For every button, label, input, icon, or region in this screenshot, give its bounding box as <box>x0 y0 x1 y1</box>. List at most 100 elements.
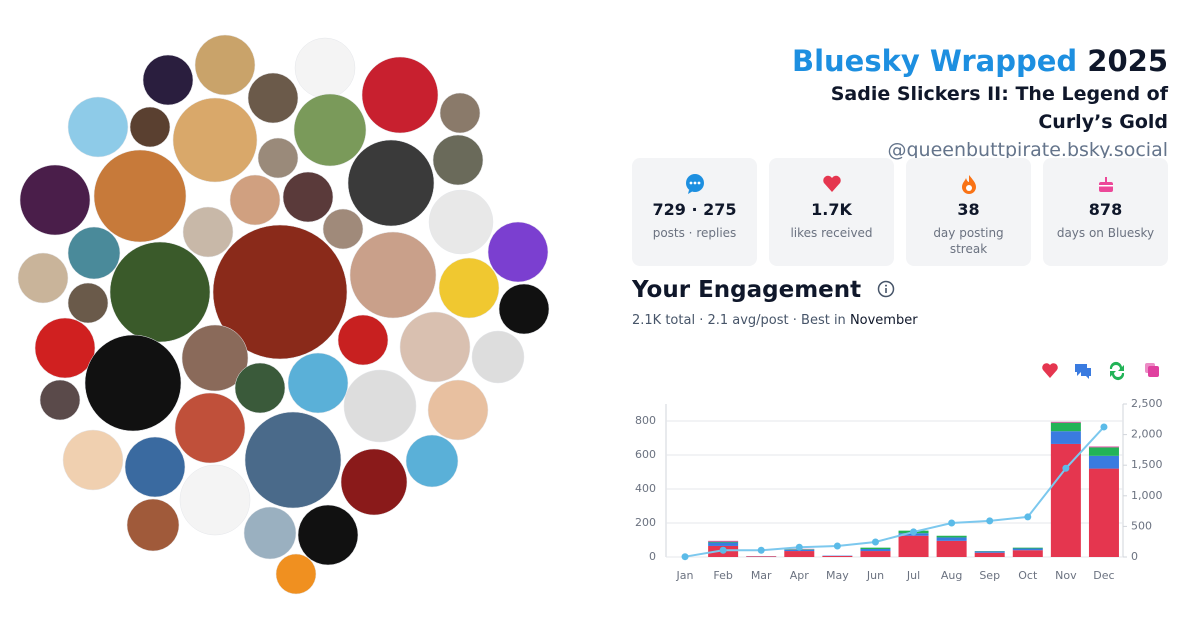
avatar[interactable] <box>67 226 121 280</box>
line-point <box>833 542 841 550</box>
profile: Sadie Slickers II: The Legend of Curly’s… <box>768 80 1168 164</box>
y-tick-label: 400 <box>635 482 656 495</box>
bar-segment <box>1088 468 1119 557</box>
bar-segment <box>1088 446 1119 448</box>
bar-segment <box>936 535 967 538</box>
line-point <box>757 546 765 554</box>
bar-segment <box>708 541 739 543</box>
avatar[interactable] <box>427 379 489 441</box>
y-tick-label: 800 <box>635 414 656 427</box>
avatar[interactable] <box>432 134 484 186</box>
avatar[interactable] <box>340 448 408 516</box>
x-tick-label: Jun <box>866 569 884 582</box>
avatar[interactable] <box>62 429 124 491</box>
avatar[interactable] <box>39 379 81 421</box>
y2-tick-label: 0 <box>1131 550 1138 563</box>
avatar[interactable] <box>322 208 364 250</box>
bar-segment <box>1050 421 1081 423</box>
avatar[interactable] <box>67 282 109 324</box>
avatar[interactable] <box>129 106 171 148</box>
avatar[interactable] <box>67 96 129 158</box>
info-icon[interactable] <box>877 280 895 298</box>
avatar[interactable] <box>142 54 194 106</box>
legend-icon[interactable] <box>1042 363 1058 378</box>
bar-segment <box>974 552 1005 557</box>
avatar[interactable] <box>19 164 91 236</box>
bar-segment <box>1050 422 1081 432</box>
avatar[interactable] <box>244 411 342 509</box>
avatar[interactable] <box>487 221 549 283</box>
avatar[interactable] <box>109 241 211 343</box>
avatar[interactable] <box>179 464 251 536</box>
avatar[interactable] <box>194 34 256 96</box>
avatar[interactable] <box>229 174 281 226</box>
avatar[interactable] <box>182 206 234 258</box>
avatar[interactable] <box>471 330 525 384</box>
bar-segment <box>936 537 967 541</box>
legend-icon[interactable] <box>1148 366 1159 377</box>
engagement-summary: 2.1K total · 2.1 avg/post · Best in Nove… <box>632 313 918 328</box>
bar-segment <box>1050 443 1081 557</box>
avatar[interactable] <box>399 311 471 383</box>
avatar[interactable] <box>84 334 182 432</box>
avatar[interactable] <box>297 504 359 566</box>
avatar[interactable] <box>293 93 367 167</box>
bar-segment <box>898 535 929 557</box>
avatar[interactable] <box>181 324 249 392</box>
avatar[interactable] <box>174 392 246 464</box>
avatar[interactable] <box>212 224 348 360</box>
y2-tick-label: 2,500 <box>1131 397 1163 410</box>
stat-label: days on Bluesky <box>1056 226 1155 240</box>
avatar[interactable] <box>126 498 180 552</box>
avatar[interactable] <box>498 283 550 335</box>
icon <box>961 175 976 194</box>
avatar[interactable] <box>247 72 299 124</box>
avatar[interactable] <box>287 352 349 414</box>
x-tick-label: Oct <box>1018 569 1038 582</box>
avatar[interactable] <box>172 97 258 183</box>
legend-icon[interactable] <box>1109 361 1125 381</box>
avatar[interactable] <box>294 37 356 99</box>
best-month: November <box>849 313 918 328</box>
section-title: Your Engagement <box>632 277 895 303</box>
legend-icon[interactable] <box>1075 364 1091 379</box>
y-tick-label: 0 <box>649 550 656 563</box>
avatar[interactable] <box>17 252 69 304</box>
stat-label: day posting streak <box>933 226 1004 256</box>
avatar[interactable] <box>275 553 317 595</box>
avatar[interactable] <box>257 137 299 179</box>
avatar[interactable] <box>124 436 186 498</box>
icon <box>822 175 841 192</box>
avatar[interactable] <box>405 434 459 488</box>
avatar[interactable] <box>93 149 187 243</box>
stat-value: 38 <box>957 200 980 219</box>
avatar[interactable] <box>337 314 389 366</box>
bar-segment <box>1088 455 1119 469</box>
avatar[interactable] <box>282 171 334 223</box>
avatar[interactable] <box>439 92 481 134</box>
stat-label: likes received <box>790 226 873 240</box>
x-tick-label: Mar <box>751 569 772 582</box>
avatar[interactable] <box>349 231 437 319</box>
app-title: Bluesky Wrapped 2025 <box>792 44 1168 78</box>
x-tick-label: Feb <box>713 569 732 582</box>
x-tick-label: May <box>826 569 849 582</box>
avatar[interactable] <box>34 317 96 379</box>
avatar[interactable] <box>343 369 417 443</box>
bar-segment <box>1050 431 1081 444</box>
avatar[interactable] <box>347 139 435 227</box>
stat-value: 1.7K <box>811 200 852 219</box>
avatar[interactable] <box>361 56 439 134</box>
avatar[interactable] <box>234 362 286 414</box>
display-name: Sadie Slickers II: The Legend of Curly’s… <box>830 83 1168 133</box>
line-point <box>795 543 803 551</box>
avatar[interactable] <box>438 257 500 319</box>
bar-segment <box>860 551 891 557</box>
avatar[interactable] <box>243 506 297 560</box>
icon <box>685 174 704 194</box>
line-point <box>910 528 918 536</box>
avatar[interactable] <box>428 189 494 255</box>
line-point <box>1062 464 1070 472</box>
